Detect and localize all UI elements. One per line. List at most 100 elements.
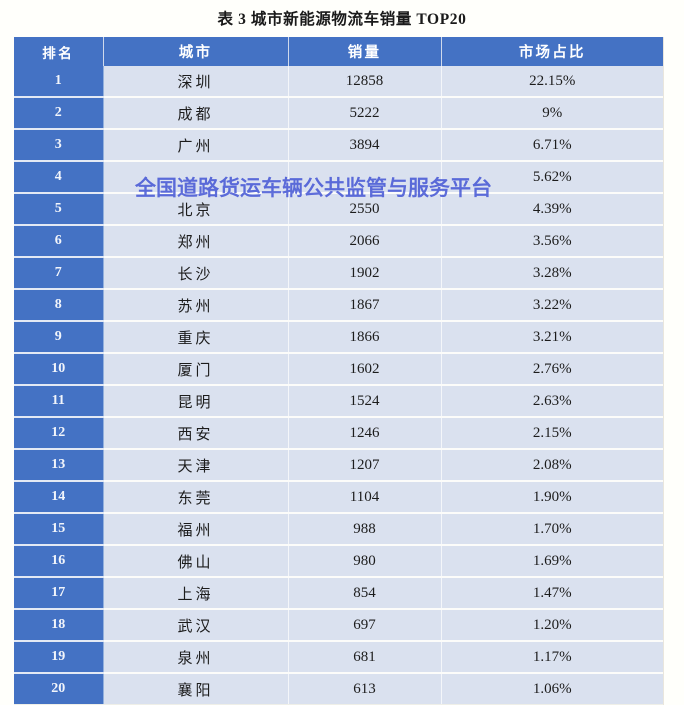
cell-city: 苏州 [103,289,289,322]
cell-rank: 6 [14,225,104,258]
cell-sales: 681 [288,641,442,674]
cell-share: 2.15% [441,417,663,450]
cell-rank: 18 [14,609,104,642]
cell-share: 1.69% [441,545,663,578]
cell-share: 6.71% [441,129,663,162]
cell-sales: 1104 [288,481,442,514]
cell-rank: 2 [14,97,104,130]
cell-sales: 980 [288,545,442,578]
cell-rank: 3 [14,129,104,162]
cell-share: 5.62% [441,161,663,194]
table-row: 1 深圳 12858 22.15% [14,66,663,98]
cell-share: 3.56% [441,225,663,258]
cell-share: 1.20% [441,609,663,642]
cell-city: 北京 [103,193,289,226]
cell-city: 长沙 [103,257,289,290]
table-row: 3 广州 3894 6.71% [14,129,663,162]
cell-rank: 15 [14,513,104,546]
cell-sales: 1524 [288,385,442,418]
page-title: 表 3 城市新能源物流车销量 TOP20 [217,11,467,28]
cell-sales: 12858 [288,66,442,98]
cell-city: 武汉 [103,609,289,642]
cell-city: 襄阳 [103,673,289,705]
cell-rank: 1 [14,66,104,98]
cell-rank: 7 [14,257,104,290]
table-row: 9 重庆 1866 3.21% [14,321,663,354]
table-row: 11 昆明 1524 2.63% [14,385,663,418]
cell-rank: 13 [14,449,104,482]
table-row: 10 厦门 1602 2.76% [14,353,663,386]
cell-city: 西安 [103,417,289,450]
cell-city: 东莞 [103,481,289,514]
cell-rank: 8 [14,289,104,322]
cell-city: 重庆 [103,321,289,354]
cell-rank: 17 [14,577,104,610]
cell-share: 2.63% [441,385,663,418]
table-row: 6 郑州 2066 3.56% [14,225,663,258]
table-row: 15 福州 988 1.70% [14,513,663,546]
cell-share: 1.47% [441,577,663,610]
cell-sales: 697 [288,609,442,642]
cell-share: 1.17% [441,641,663,674]
cell-rank: 19 [14,641,104,674]
cell-sales: 1866 [288,321,442,354]
table-header-row: 排名 城市 销量 市场占比 [14,37,663,66]
column-header-rank: 排名 [14,37,104,66]
table-row: 12 西安 1246 2.15% [14,417,663,450]
cell-share: 1.06% [441,673,663,705]
cell-city: 厦门 [103,353,289,386]
cell-city: 广州 [103,129,289,162]
cell-rank: 4 [14,161,104,194]
cell-sales: 1207 [288,449,442,482]
cell-city: 郑州 [103,225,289,258]
column-header-city: 城市 [103,37,289,66]
cell-city: 上海 [103,577,289,610]
table-row: 17 上海 854 1.47% [14,577,663,610]
table-row: 4 5.62% [14,161,663,194]
column-header-share: 市场占比 [441,37,663,66]
cell-rank: 16 [14,545,104,578]
table-body: 1 深圳 12858 22.15% 2 成都 5222 9% 3 广州 3894 6.71% 4 5.62… [14,66,663,705]
cell-sales: 613 [288,673,442,705]
cell-sales: 988 [288,513,442,546]
cell-city: 福州 [103,513,289,546]
cell-share: 3.21% [441,321,663,354]
cell-rank: 14 [14,481,104,514]
cell-share: 22.15% [441,66,663,98]
ranking-table-container: 排名 城市 销量 市场占比 1 深圳 12858 22.15% 2 成都 5222 9% 3 广州… [14,37,664,705]
cell-rank: 9 [14,321,104,354]
cell-sales: 854 [288,577,442,610]
cell-share: 4.39% [441,193,663,226]
cell-share: 3.28% [441,257,663,290]
cell-city: 天津 [103,449,289,482]
cell-sales: 2550 [288,193,442,226]
cell-sales: 1602 [288,353,442,386]
cell-city: 昆明 [103,385,289,418]
cell-city: 佛山 [103,545,289,578]
cell-sales: 1867 [288,289,442,322]
table-row: 13 天津 1207 2.08% [14,449,663,482]
table-row: 5 北京 2550 4.39% [14,193,663,226]
cell-rank: 10 [14,353,104,386]
cell-share: 3.22% [441,289,663,322]
cell-sales: 1246 [288,417,442,450]
cell-sales: 5222 [288,97,442,130]
column-header-sales: 销量 [288,37,442,66]
cell-share: 1.70% [441,513,663,546]
cell-rank: 11 [14,385,104,418]
table-row: 2 成都 5222 9% [14,97,663,130]
ranking-table: 排名 城市 销量 市场占比 1 深圳 12858 22.15% 2 成都 5222 9% 3 广州… [14,37,663,705]
table-row: 20 襄阳 613 1.06% [14,673,663,705]
table-row: 14 东莞 1104 1.90% [14,481,663,514]
table-row: 19 泉州 681 1.17% [14,641,663,674]
cell-share: 2.08% [441,449,663,482]
cell-share: 9% [441,97,663,130]
cell-share: 2.76% [441,353,663,386]
cell-sales [288,161,442,194]
cell-rank: 12 [14,417,104,450]
table-row: 8 苏州 1867 3.22% [14,289,663,322]
table-row: 16 佛山 980 1.69% [14,545,663,578]
table-row: 18 武汉 697 1.20% [14,609,663,642]
cell-sales: 2066 [288,225,442,258]
